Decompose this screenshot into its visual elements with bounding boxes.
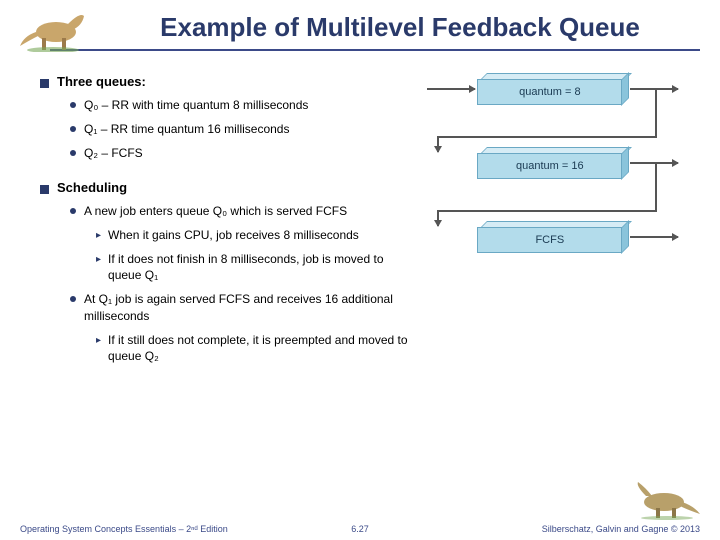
box-label: FCFS	[535, 234, 564, 246]
box-label: quantum = 16	[516, 160, 584, 172]
box-side-face	[621, 146, 629, 180]
box-3d: FCFS	[477, 227, 622, 253]
queue-item-q0: Q₀ – RR with time quantum 8 milliseconds	[70, 97, 417, 113]
sched-sub-2: ▸ If it does not finish in 8 millisecond…	[96, 251, 417, 283]
slide: Example of Multilevel Feedback Queue Thr…	[0, 0, 720, 540]
box-front-face: quantum = 8	[477, 79, 622, 105]
queue-box-1: quantum = 16	[417, 153, 702, 179]
item-text: A new job enters queue Q₀ which is serve…	[84, 203, 347, 219]
heading-text: Three queues:	[57, 73, 146, 91]
queue-item-q2: Q₂ – FCFS	[70, 145, 417, 161]
box-side-face	[621, 72, 629, 106]
square-bullet-icon	[40, 185, 49, 194]
footer-left: Operating System Concepts Essentials – 2…	[20, 524, 228, 534]
dinosaur-top-icon	[18, 2, 88, 52]
item-text: Q₀ – RR with time quantum 8 milliseconds	[84, 97, 308, 113]
box-label: quantum = 8	[519, 86, 580, 98]
heading-text: Scheduling	[57, 179, 127, 197]
sched-item-2: At Q₁ job is again served FCFS and recei…	[70, 291, 417, 323]
item-text: If it does not finish in 8 milliseconds,…	[108, 251, 417, 283]
arrow-bullet-icon: ▸	[96, 253, 101, 285]
queue-box-2: FCFS	[417, 227, 702, 253]
queue-box-0: quantum = 8	[417, 79, 702, 105]
footer: Operating System Concepts Essentials – 2…	[0, 524, 720, 534]
footer-center: 6.27	[351, 524, 369, 534]
slide-title: Example of Multilevel Feedback Queue	[0, 12, 720, 43]
arrow-out-icon	[630, 88, 678, 90]
text-column: Three queues: Q₀ – RR with time quantum …	[40, 73, 417, 372]
dot-bullet-icon	[70, 102, 76, 108]
dot-bullet-icon	[70, 208, 76, 214]
dot-bullet-icon	[70, 126, 76, 132]
arrow-bullet-icon: ▸	[96, 334, 101, 366]
item-text: Q₂ – FCFS	[84, 145, 143, 161]
dot-bullet-icon	[70, 150, 76, 156]
footer-right: Silberschatz, Galvin and Gagne © 2013	[542, 524, 700, 534]
box-front-face: quantum = 16	[477, 153, 622, 179]
item-text: If it still does not complete, it is pre…	[108, 332, 417, 364]
title-underline	[50, 49, 700, 51]
header: Example of Multilevel Feedback Queue	[0, 0, 720, 59]
sched-item-1: A new job enters queue Q₀ which is serve…	[70, 203, 417, 219]
arrow-bullet-icon: ▸	[96, 229, 101, 245]
box-3d: quantum = 8	[477, 79, 622, 105]
dinosaur-bottom-icon	[632, 478, 702, 520]
sched-sub-3: ▸ If it still does not complete, it is p…	[96, 332, 417, 364]
arrow-in-icon	[427, 88, 475, 90]
dot-bullet-icon	[70, 296, 76, 302]
section-scheduling: Scheduling	[40, 179, 417, 197]
box-side-face	[621, 220, 629, 254]
item-text: When it gains CPU, job receives 8 millis…	[108, 227, 359, 243]
diagram-column: quantum = 8 quantum = 16	[417, 73, 702, 372]
square-bullet-icon	[40, 79, 49, 88]
arrow-out-icon	[630, 236, 678, 238]
content-area: Three queues: Q₀ – RR with time quantum …	[0, 59, 720, 372]
box-front-face: FCFS	[477, 227, 622, 253]
section-three-queues: Three queues:	[40, 73, 417, 91]
sched-sub-1: ▸ When it gains CPU, job receives 8 mill…	[96, 227, 417, 243]
arrow-out-icon	[630, 162, 678, 164]
item-text: Q₁ – RR time quantum 16 milliseconds	[84, 121, 289, 137]
queue-item-q1: Q₁ – RR time quantum 16 milliseconds	[70, 121, 417, 137]
item-text: At Q₁ job is again served FCFS and recei…	[84, 291, 417, 323]
box-3d: quantum = 16	[477, 153, 622, 179]
